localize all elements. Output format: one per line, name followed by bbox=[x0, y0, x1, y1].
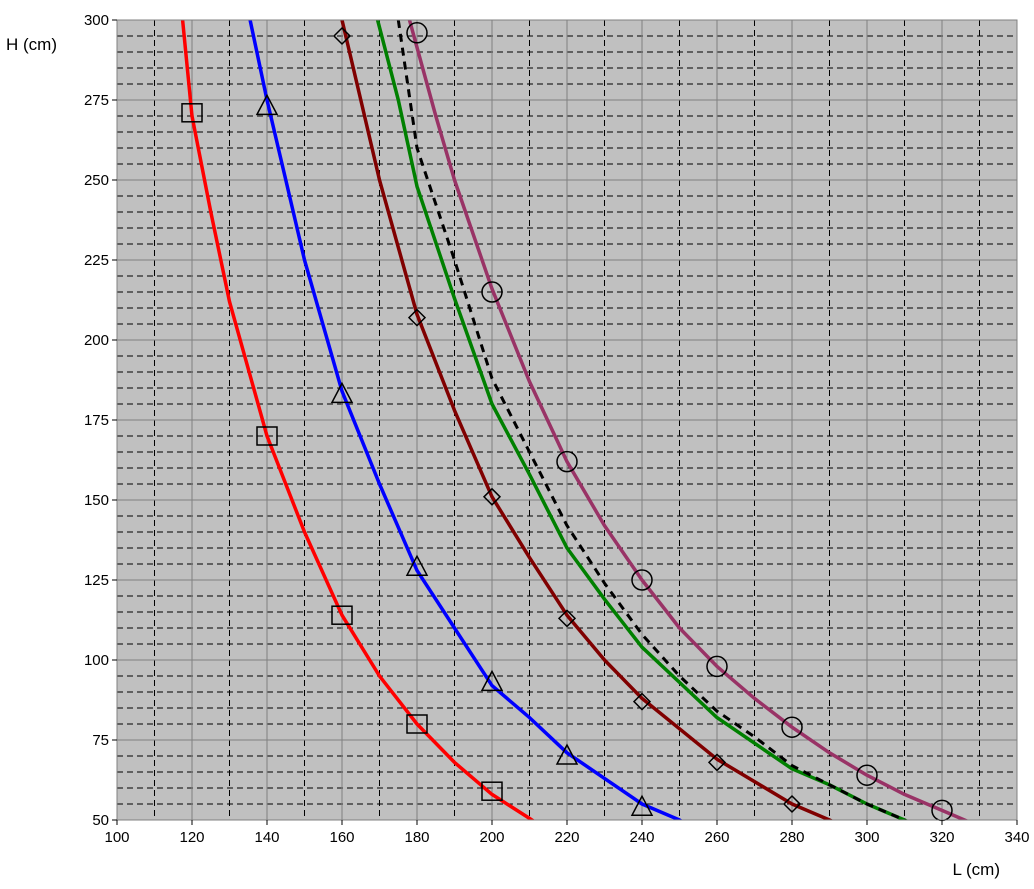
series-3-marker bbox=[782, 794, 802, 814]
y-tick-label: 50 bbox=[92, 812, 109, 829]
series-2-marker bbox=[330, 381, 354, 404]
y-tick-label: 100 bbox=[84, 652, 109, 669]
x-tick-label: 260 bbox=[704, 829, 729, 846]
series-3-marker bbox=[707, 753, 727, 772]
series-2-marker bbox=[630, 794, 654, 816]
x-tick-labels: 100 120 140 160 180 200 220 240 260 280 300 320 340 bbox=[104, 820, 1030, 846]
y-tick-label: 175 bbox=[84, 412, 109, 429]
series-6-marker bbox=[781, 716, 803, 738]
x-tick-label: 340 bbox=[1004, 829, 1029, 846]
y-tick-labels: 50 75 100 125 150 175 200 225 250 275 300 bbox=[84, 12, 117, 829]
x-tick-label: 180 bbox=[404, 829, 429, 846]
series-3-marker bbox=[332, 26, 352, 46]
y-tick-label: 125 bbox=[84, 572, 109, 589]
y-tick-label: 75 bbox=[92, 732, 109, 749]
y-tick-label: 275 bbox=[84, 92, 109, 109]
series-2-marker bbox=[480, 669, 504, 692]
series-1-marker bbox=[331, 605, 353, 625]
x-tick-label: 240 bbox=[629, 829, 654, 846]
series-1-marker bbox=[256, 426, 278, 446]
series-markers bbox=[181, 22, 953, 822]
series-6-marker bbox=[406, 22, 428, 44]
series-6-marker bbox=[856, 764, 878, 786]
x-tick-label: 200 bbox=[479, 829, 504, 846]
series-6-marker bbox=[706, 655, 728, 678]
x-tick-label: 140 bbox=[254, 829, 279, 846]
x-tick-label: 280 bbox=[779, 829, 804, 846]
series-lines bbox=[180, 20, 969, 820]
y-axis-title: H (cm) bbox=[6, 35, 57, 54]
series-line-2 bbox=[248, 20, 683, 820]
x-tick-label: 320 bbox=[929, 829, 954, 846]
x-axis-title: L (cm) bbox=[952, 860, 1000, 879]
x-tick-label: 300 bbox=[854, 829, 879, 846]
series-1-marker bbox=[181, 103, 203, 123]
series-line-1 bbox=[180, 20, 536, 820]
y-tick-label: 300 bbox=[84, 12, 109, 29]
series-line-6 bbox=[407, 20, 969, 820]
series-6-marker bbox=[481, 281, 503, 303]
series-2-marker bbox=[255, 93, 279, 116]
x-tick-label: 220 bbox=[554, 829, 579, 846]
x-tick-label: 120 bbox=[179, 829, 204, 846]
series-3-marker bbox=[407, 308, 427, 327]
series-2-marker bbox=[405, 554, 429, 576]
x-tick-label: 160 bbox=[329, 829, 354, 846]
y-tick-label: 250 bbox=[84, 172, 109, 189]
series-1-marker bbox=[406, 714, 428, 734]
y-tick-label: 150 bbox=[84, 492, 109, 509]
series-3-marker bbox=[482, 487, 502, 506]
series-6-marker bbox=[631, 569, 653, 591]
series-3-marker bbox=[632, 692, 652, 711]
series-3-marker bbox=[557, 609, 577, 628]
y-tick-label: 200 bbox=[84, 332, 109, 349]
series-line-3 bbox=[340, 20, 834, 820]
series-6-marker bbox=[556, 450, 578, 473]
series-line-5 bbox=[396, 20, 907, 820]
series-1-marker bbox=[481, 781, 503, 801]
series-2-marker bbox=[555, 743, 579, 765]
y-tick-label: 225 bbox=[84, 252, 109, 269]
x-tick-label: 100 bbox=[104, 829, 129, 846]
